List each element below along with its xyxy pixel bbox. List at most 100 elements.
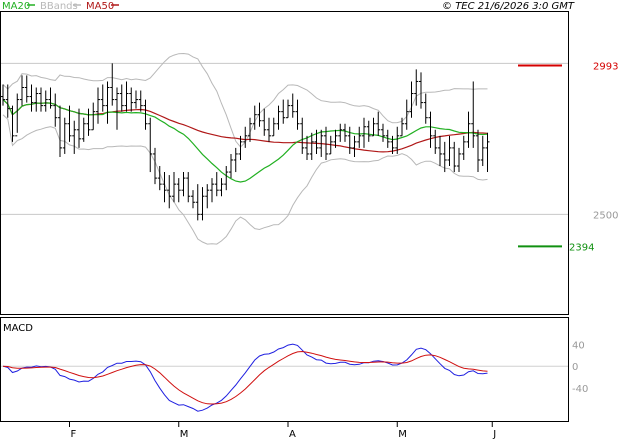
- ohlc-bar: [290, 93, 295, 118]
- ohlc-bar: [267, 117, 271, 142]
- ohlc-bar: [371, 117, 376, 137]
- legend-ma50-label: MA50: [86, 1, 114, 12]
- ohlc-bar: [385, 129, 390, 148]
- ohlc-bar: [48, 87, 53, 109]
- ohlc-bar: [271, 117, 276, 137]
- macd-lines: [2, 343, 488, 412]
- ohlc-bar: [357, 126, 362, 148]
- ohlc-bar: [347, 126, 352, 154]
- macd-signal-line: [2, 350, 488, 405]
- ohlc-bar: [186, 172, 191, 203]
- ohlc-bar: [110, 63, 115, 106]
- price-tick-label: 2500: [593, 210, 618, 221]
- ohlc-bar: [191, 190, 195, 209]
- ohlc-bar: [433, 129, 438, 154]
- ohlc-bar: [442, 141, 447, 173]
- ohlc-bar: [324, 126, 328, 160]
- ohlc-bar: [124, 81, 129, 112]
- ohlc-bar: [219, 178, 224, 197]
- macd-line: [2, 343, 488, 412]
- ohlc-bar: [262, 108, 267, 136]
- price-levels: 2993 2394: [518, 61, 618, 253]
- ohlc-bar: [214, 172, 219, 197]
- price-y-axis: 2500: [593, 210, 618, 221]
- macd-title: MACD: [3, 323, 33, 334]
- source-copyright: © TEC 21/6/2026 3:0 GMT: [442, 1, 575, 12]
- ohlc-bar: [286, 99, 290, 119]
- ohlc-bar: [409, 81, 414, 118]
- ohlc-bar: [414, 69, 419, 106]
- ohlc-bar: [281, 99, 286, 124]
- ohlc-bar: [162, 172, 167, 203]
- ohlc-bar: [248, 117, 252, 142]
- ohlc-bar: [24, 75, 29, 103]
- ohlc-bar: [276, 105, 281, 130]
- ohlc-bar: [328, 135, 333, 155]
- ohlc-bar: [333, 129, 338, 148]
- ohlc-bar: [381, 123, 385, 142]
- gridlines: [1, 62, 568, 367]
- ohlc-bar: [200, 187, 205, 221]
- ohlc-bar: [352, 135, 357, 157]
- ohlc-bar: [305, 135, 309, 160]
- ohlc-bar: [5, 84, 10, 118]
- ohlc-bar: [338, 123, 343, 142]
- ohlc-bar: [457, 147, 461, 173]
- ohlc-bar: [309, 132, 314, 160]
- ohlc-bar: [314, 129, 319, 154]
- macd-y-axis: 40 0 -40: [572, 340, 588, 395]
- ohlc-bar: [404, 99, 409, 130]
- ohlc-bar: [67, 105, 72, 142]
- month-label: F: [71, 429, 77, 440]
- ohlc-bar: [419, 72, 423, 109]
- ohlc-bar: [428, 111, 433, 148]
- ohlc-bar: [343, 123, 347, 142]
- ohlc-bar: [485, 132, 490, 173]
- ohlc-bar: [176, 178, 181, 203]
- ohlc-bar: [238, 135, 243, 160]
- ohlc-bar: [423, 93, 428, 124]
- ohlc-bars: [1, 63, 490, 221]
- ohlc-bar: [153, 147, 157, 185]
- ohlc-bar: [233, 147, 238, 173]
- ohlc-bar: [452, 141, 457, 173]
- ohlc-bar: [224, 166, 229, 191]
- ohlc-bar: [480, 135, 485, 167]
- ohlc-bar: [96, 87, 100, 124]
- header-legend: MA20 BBands MA50: [2, 1, 119, 12]
- ohlc-bar: [148, 117, 153, 173]
- ohlc-bar: [466, 111, 471, 148]
- ohlc-bar: [119, 84, 124, 112]
- price-panel-frame: [0, 11, 569, 315]
- ohlc-bar: [62, 117, 67, 154]
- ohlc-bar: [300, 117, 305, 154]
- ohlc-bar: [257, 102, 262, 127]
- ohlc-bar: [72, 120, 77, 154]
- macd-panel-frame: [0, 317, 569, 422]
- ohlc-bar: [205, 184, 210, 209]
- legend-bbands-label: BBands: [40, 1, 78, 12]
- legend-ma20-label: MA20: [2, 1, 30, 12]
- ohlc-bar: [195, 184, 200, 221]
- ohlc-bar: [319, 129, 324, 157]
- ohlc-bar: [86, 108, 91, 136]
- ohlc-bar: [376, 111, 381, 136]
- ohlc-bar: [243, 126, 248, 148]
- ohlc-bar: [77, 108, 81, 148]
- ohlc-bar: [100, 84, 105, 112]
- ohlc-bar: [58, 105, 62, 157]
- ohlc-bar: [115, 87, 119, 130]
- ohlc-bar: [15, 93, 20, 137]
- ohlc-bar: [34, 87, 39, 112]
- ohlc-bar: [20, 75, 24, 106]
- ohlc-bar: [143, 99, 148, 130]
- ohlc-bar: [210, 178, 214, 203]
- ohlc-bar: [362, 117, 366, 148]
- ohlc-bar: [129, 87, 134, 112]
- resistance-level-label: 2993: [593, 61, 618, 72]
- ohlc-bar: [438, 135, 442, 167]
- ohlc-bar: [1, 84, 5, 106]
- month-label: A: [289, 429, 296, 440]
- ohlc-bar: [167, 175, 172, 209]
